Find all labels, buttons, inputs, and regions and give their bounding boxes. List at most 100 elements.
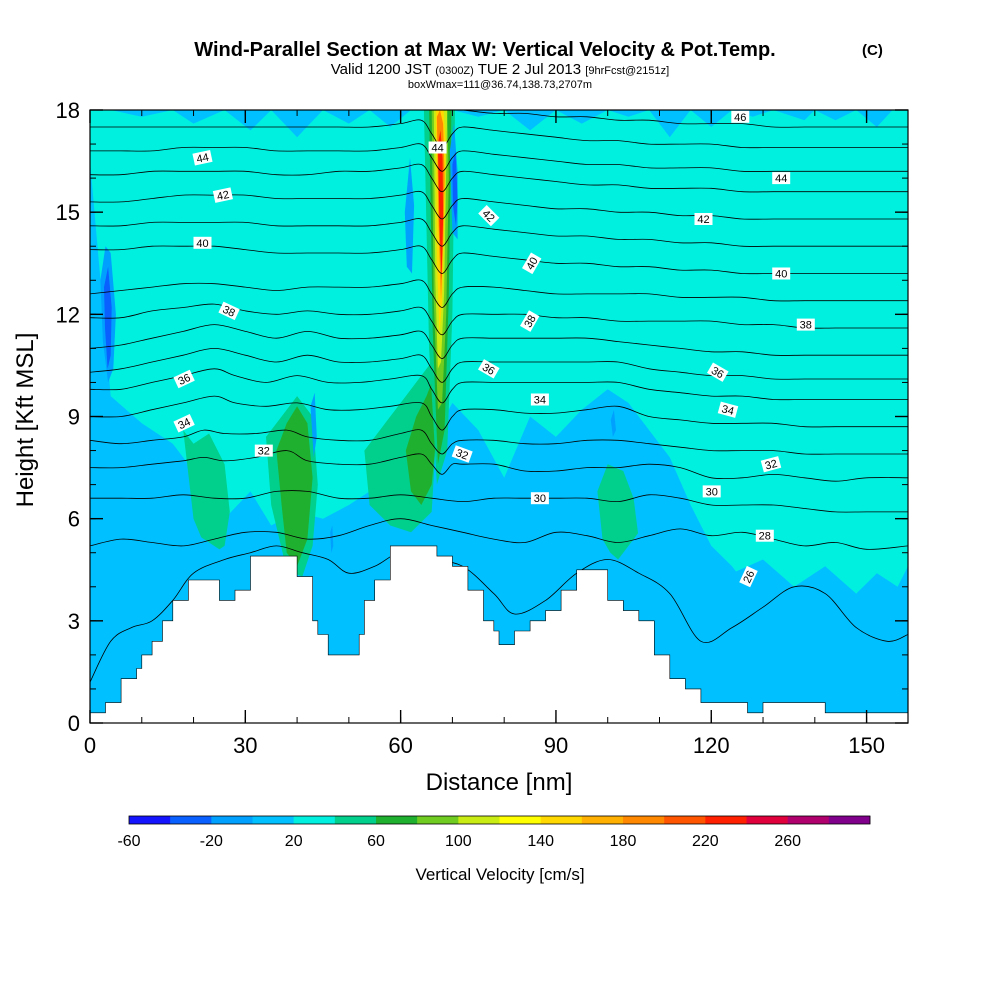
colorbar-swatch-40 (334, 816, 377, 824)
terrain-mask (90, 545, 908, 723)
theta-contour-40 (90, 245, 908, 275)
plot-area: 4442403836343244424038363432304644424038… (90, 110, 908, 723)
colorbar-swatch--20 (211, 816, 253, 824)
contour-label-bg (694, 213, 713, 225)
colorbar-label: 100 (445, 833, 472, 850)
theta-contour-39 (90, 279, 908, 308)
subtitle-date: TUE 2 Jul 2013 (474, 61, 585, 78)
contour-label-text: 40 (775, 269, 787, 281)
velocity-region-21 (452, 150, 458, 226)
contour-label-text: 38 (221, 304, 237, 320)
contour-label-text: 34 (534, 395, 546, 407)
velocity-region-22 (310, 392, 317, 458)
colorbar-swatch--60 (129, 816, 171, 824)
colorbar-swatch-260 (787, 816, 830, 824)
contour-label-bg (717, 401, 739, 418)
colorbar-swatch-240 (746, 816, 788, 824)
contour-label-text: 44 (195, 152, 209, 166)
velocity-region-8 (276, 406, 313, 567)
contour-label-text: 42 (216, 189, 230, 203)
contour-label-text: 42 (697, 214, 709, 226)
chart-title-block: Wind-Parallel Section at Max W: Vertical… (194, 39, 883, 91)
contour-label-text: 46 (734, 112, 746, 124)
colorbar-swatch-200 (664, 816, 706, 824)
contour-label-bg (520, 310, 540, 332)
contour-label-bg (755, 529, 774, 542)
theta-contour-32 (90, 450, 908, 482)
contour-label-text: 36 (480, 361, 497, 378)
contour-label-24: 28 (755, 529, 774, 543)
contour-label-bg (772, 267, 791, 280)
contour-label-text: 32 (258, 446, 270, 458)
colorbar-label: -20 (200, 833, 223, 850)
contour-label-21: 34 (717, 401, 739, 418)
contour-label-23: 30 (702, 485, 721, 498)
colorbar-swatch-100 (458, 816, 500, 824)
contour-label-22: 32 (760, 456, 782, 473)
contour-label-11: 36 (478, 359, 500, 379)
contour-label-bg (530, 492, 549, 505)
contour-label-text: 32 (454, 447, 470, 462)
contour-label-text: 30 (534, 493, 546, 505)
contour-label-12: 34 (530, 393, 549, 407)
contour-label-bg (522, 252, 542, 275)
theta-contour-43 (90, 163, 908, 193)
colorbar-label: 20 (285, 833, 303, 850)
contour-label-bg (760, 456, 782, 473)
contour-label-14: 30 (530, 492, 549, 505)
contour-label-10: 38 (520, 310, 540, 332)
contour-label-text: 34 (720, 403, 735, 418)
y-tick-label: 0 (68, 711, 80, 736)
y-tick-label: 9 (68, 405, 80, 430)
colorbar-label: 260 (774, 833, 801, 850)
contour-label-bg (707, 362, 729, 382)
colorbar-swatch-80 (417, 816, 459, 824)
contour-label-bg (731, 110, 750, 123)
contour-label-text: 40 (524, 255, 541, 272)
contour-label-16: 44 (772, 172, 791, 185)
colorbar-swatch-140 (540, 816, 583, 824)
chart-title-mark: (C) (862, 42, 883, 59)
contour-label-9: 40 (522, 252, 542, 275)
theta-contour-33 (90, 429, 908, 455)
contour-label-text: 44 (775, 173, 787, 185)
velocity-region-24 (330, 525, 334, 553)
contour-label-text: 38 (800, 320, 812, 332)
y-tick-label: 15 (56, 200, 80, 225)
contour-label-2: 40 (193, 236, 212, 250)
contour-label-18: 40 (772, 267, 791, 281)
y-tick-label: 6 (68, 507, 80, 532)
colorbar-frame (128, 815, 871, 825)
contour-label-text: 36 (176, 372, 192, 388)
contour-label-text: 44 (431, 143, 443, 155)
contour-label-text: 36 (709, 365, 726, 382)
contour-label-bg (428, 141, 447, 154)
x-axis-label: Distance [nm] (426, 769, 573, 796)
velocity-region-26 (90, 511, 225, 706)
contour-label-15: 46 (731, 110, 750, 124)
contour-label-4: 36 (173, 369, 195, 389)
contour-label-bg (478, 204, 500, 227)
contour-label-19: 38 (796, 318, 815, 332)
colorbar-swatch-0 (252, 816, 294, 824)
potential-temperature-contours (90, 110, 908, 683)
velocity-region-9 (405, 382, 437, 505)
colorbar-title: Vertical Velocity [cm/s] (415, 865, 584, 884)
contour-label-bg (739, 565, 758, 588)
contour-label-text: 28 (759, 531, 771, 543)
subtitle-valid-time: Valid 1200 JST (331, 61, 436, 78)
contour-label-bg (192, 149, 213, 166)
x-tick-label: 30 (233, 733, 257, 758)
colorbar-label: 140 (527, 833, 554, 850)
theta-contour-37 (90, 324, 908, 360)
colorbar-swatch-60 (376, 816, 418, 824)
theta-contour-45 (90, 119, 908, 149)
colorbar-label: 180 (610, 833, 637, 850)
chart-subtitle-box: boxWmax=111@36.74,138.73,2707m (408, 79, 592, 91)
theta-contour-30 (90, 490, 908, 513)
velocity-fill-layer (90, 110, 908, 710)
x-tick-label: 60 (388, 733, 412, 758)
contour-label-text: 32 (764, 458, 779, 473)
